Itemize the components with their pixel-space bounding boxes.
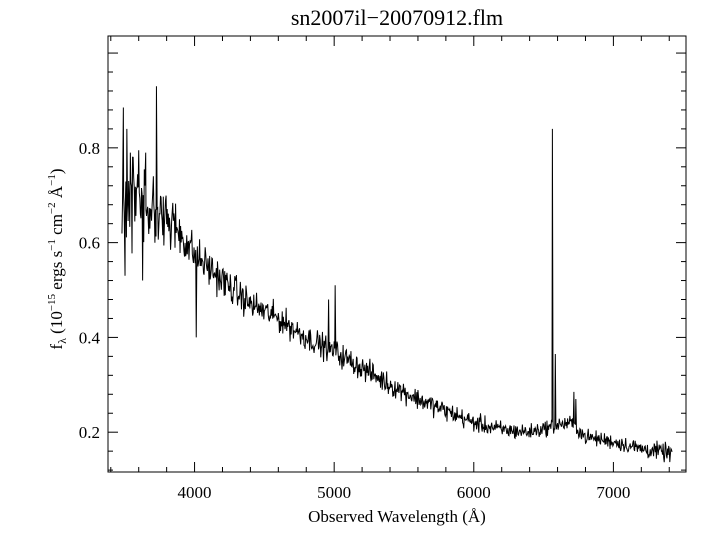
spectrum-line [121, 86, 673, 463]
plot-border [107, 35, 687, 473]
y-tick-label: 0.2 [79, 423, 100, 442]
y-axis-label-part-4: Å [47, 185, 66, 202]
x-tick-label: 4000 [178, 483, 212, 502]
y-tick-label: 0.6 [79, 234, 100, 253]
y-axis-label-exponent-2: −1 [46, 239, 58, 251]
y-axis-label-symbol: f [47, 344, 66, 350]
y-axis-ticks: 0.2 0.4 0.6 0.8 [79, 52, 686, 471]
y-tick-label: 0.4 [79, 328, 101, 347]
chart-title: sn2007il−20070912.flm [291, 5, 503, 30]
y-axis-label: fλ (10−15 ergs s−1 cm−2 Å−1) [46, 168, 69, 349]
y-axis-label-exponent-4: −1 [46, 174, 58, 186]
x-axis-ticks: 4000 5000 6000 7000 [110, 36, 670, 502]
x-tick-label: 6000 [457, 483, 491, 502]
plot-frame [107, 35, 687, 473]
x-tick-label: 5000 [317, 483, 351, 502]
y-axis-label-exponent-3: −2 [46, 202, 58, 214]
y-axis-label-part-2: ergs s [47, 251, 66, 294]
x-axis-label: Observed Wavelength (Å) [308, 507, 486, 526]
y-axis-label-part-3: cm [47, 214, 66, 239]
y-axis-label-suffix: ) [47, 168, 66, 174]
y-axis-label-subscript: λ [55, 338, 69, 344]
spectrum-series [121, 86, 673, 463]
y-axis-label-exponent-1: −15 [46, 293, 58, 311]
x-tick-label: 7000 [596, 483, 630, 502]
y-tick-label: 0.8 [79, 139, 100, 158]
y-axis-label-prefix: (10 [47, 311, 66, 338]
